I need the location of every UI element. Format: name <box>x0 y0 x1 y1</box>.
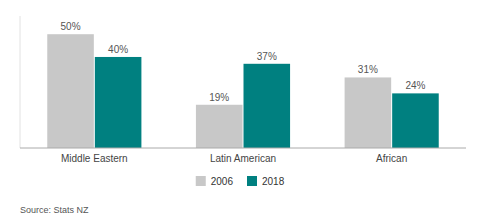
data-label: 37% <box>257 51 277 62</box>
legend-item: 2018 <box>247 176 285 187</box>
data-label: 24% <box>405 80 425 91</box>
legend-item: 2006 <box>196 176 234 187</box>
bars <box>47 34 438 148</box>
source-note: Source: Stats NZ <box>20 205 89 215</box>
x-tick-label: African <box>376 153 407 164</box>
legend: 2006 2018 <box>196 176 285 187</box>
legend-label: 2006 <box>211 176 234 187</box>
bar <box>345 77 392 148</box>
bar <box>244 64 291 148</box>
bar <box>47 34 94 148</box>
data-label: 19% <box>209 92 229 103</box>
data-label: 31% <box>358 64 378 75</box>
data-label: 40% <box>108 44 128 55</box>
x-tick-label: Middle Eastern <box>61 153 128 164</box>
y-axis-line <box>20 16 21 148</box>
legend-swatch <box>247 176 257 186</box>
legend-swatch <box>196 176 206 186</box>
x-axis-line <box>20 148 466 149</box>
data-label: 50% <box>61 21 81 32</box>
data-labels: 50% 19% 31% 40% 37% 24% <box>61 21 426 103</box>
bar <box>95 57 142 148</box>
x-tick-label: Latin American <box>210 153 276 164</box>
chart: 50% 19% 31% 40% 37% 24% Middle Eastern Latin Am… <box>0 0 480 219</box>
bar <box>196 105 243 148</box>
bar <box>392 93 439 148</box>
legend-label: 2018 <box>262 176 285 187</box>
